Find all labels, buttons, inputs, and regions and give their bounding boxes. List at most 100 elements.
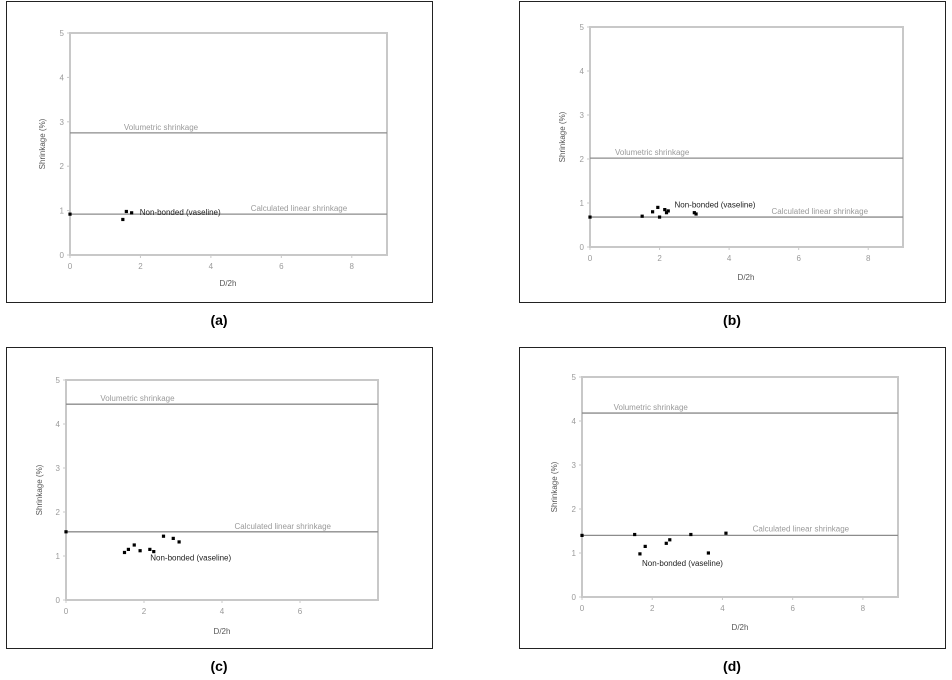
y-axis-title-c: Shrinkage (%) (35, 464, 44, 515)
caption-c: (c) (210, 658, 228, 674)
ref-line-label-a-0: Volumetric shrinkage (124, 123, 199, 132)
y-tick-label-c-1: 1 (56, 552, 61, 561)
data-point-a-1 (121, 217, 125, 222)
data-point-c-5 (148, 547, 152, 551)
y-tick-label-b-2: 2 (580, 155, 585, 164)
x-axis-title-d: D/2h (732, 623, 749, 632)
ref-line-label-c-1: Calculated linear shrinkage (234, 522, 331, 531)
series-label-a-0: Non-bonded (vaseline) (140, 208, 221, 217)
data-point-b-2 (651, 210, 655, 214)
data-point-d-0 (580, 533, 584, 537)
y-tick-label-a-4: 4 (60, 73, 65, 82)
y-axis-title-d: Shrinkage (%) (550, 461, 559, 512)
x-tick-label-a-2: 4 (209, 262, 214, 271)
y-tick-label-b-3: 3 (580, 111, 585, 120)
x-tick-label-a-1: 2 (138, 262, 143, 271)
y-tick-label-a-3: 3 (60, 118, 65, 127)
x-tick-label-a-4: 8 (350, 262, 355, 271)
plot-area-c (65, 379, 379, 601)
data-point-b-3 (656, 205, 660, 209)
x-axis-title-b: D/2h (738, 273, 755, 282)
x-axis-title-c: D/2h (214, 627, 231, 636)
ref-line-label-d-1: Calculated linear shrinkage (753, 524, 850, 533)
ref-line-label-b-0: Volumetric shrinkage (615, 148, 690, 157)
y-tick-label-c-4: 4 (56, 420, 61, 429)
y-tick-label-d-2: 2 (572, 505, 577, 514)
x-tick-label-c-2: 4 (220, 607, 225, 616)
data-point-c-6 (152, 550, 156, 554)
y-tick-label-d-4: 4 (572, 417, 577, 426)
data-point-c-3 (132, 543, 136, 547)
y-tick-label-a-5: 5 (60, 29, 65, 38)
y-axis-title-b: Shrinkage (%) (558, 111, 567, 162)
data-point-a-0 (68, 212, 72, 216)
plot-area-a (69, 32, 388, 256)
data-point-d-5 (668, 538, 672, 542)
x-axis-title-a: D/2h (220, 279, 237, 288)
panel-d-frame (519, 347, 946, 649)
x-tick-label-b-0: 0 (588, 254, 593, 263)
y-tick-label-c-0: 0 (56, 596, 61, 605)
x-tick-label-d-0: 0 (580, 604, 585, 613)
data-point-c-8 (171, 536, 175, 540)
data-point-d-3 (643, 544, 647, 548)
y-axis-title-a: Shrinkage (%) (38, 118, 47, 169)
data-point-b-4 (657, 215, 662, 219)
y-tick-label-a-2: 2 (60, 162, 65, 171)
x-tick-label-d-4: 8 (861, 604, 866, 613)
x-tick-label-b-4: 8 (866, 254, 871, 263)
data-point-d-7 (706, 551, 710, 555)
data-point-a-2 (124, 209, 128, 214)
y-tick-label-b-1: 1 (580, 199, 585, 208)
data-point-d-8 (724, 531, 728, 535)
panel-a-frame (6, 1, 433, 303)
data-point-b-9 (694, 212, 698, 216)
series-label-c-0: Non-bonded (vaseline) (150, 553, 231, 562)
y-tick-label-d-3: 3 (572, 461, 577, 470)
x-tick-label-b-1: 2 (657, 254, 662, 263)
data-point-c-7 (161, 534, 166, 538)
x-tick-label-d-1: 2 (650, 604, 655, 613)
data-point-c-0 (64, 530, 68, 534)
data-point-b-1 (640, 214, 644, 218)
x-tick-label-d-2: 4 (720, 604, 725, 613)
data-point-b-8 (692, 211, 696, 215)
caption-a: (a) (210, 312, 228, 328)
x-tick-label-c-3: 6 (298, 607, 303, 616)
data-point-b-5 (663, 208, 667, 212)
x-tick-label-b-2: 4 (727, 254, 732, 263)
x-tick-label-d-3: 6 (790, 604, 795, 613)
caption-b: (b) (723, 312, 741, 328)
data-point-a-3 (130, 211, 134, 215)
x-tick-label-a-3: 6 (279, 262, 284, 271)
x-tick-label-a-0: 0 (68, 262, 73, 271)
series-label-d-0: Non-bonded (vaseline) (642, 559, 723, 568)
ref-line-label-c-0: Volumetric shrinkage (100, 394, 175, 403)
ref-line-label-b-1: Calculated linear shrinkage (772, 207, 869, 216)
y-tick-label-c-2: 2 (56, 508, 61, 517)
data-point-d-4 (664, 541, 668, 545)
data-point-d-2 (638, 552, 642, 556)
y-tick-label-c-5: 5 (56, 376, 61, 385)
data-point-d-6 (689, 532, 693, 537)
x-tick-label-c-1: 2 (142, 607, 147, 616)
y-tick-label-b-0: 0 (580, 243, 585, 252)
y-tick-label-c-3: 3 (56, 464, 61, 473)
data-point-c-9 (177, 540, 181, 544)
x-tick-label-c-0: 0 (64, 607, 69, 616)
y-tick-label-d-5: 5 (572, 373, 577, 382)
data-point-c-4 (138, 549, 142, 553)
data-point-b-6 (664, 211, 669, 215)
series-label-b-0: Non-bonded (vaseline) (675, 200, 756, 209)
data-point-d-1 (633, 532, 637, 537)
data-point-c-2 (126, 547, 130, 551)
panel-c-frame (6, 347, 433, 649)
data-point-c-1 (122, 550, 127, 555)
x-tick-label-b-3: 6 (796, 254, 801, 263)
y-tick-label-a-1: 1 (60, 207, 65, 216)
plot-area-b (589, 26, 904, 248)
y-tick-label-a-0: 0 (60, 251, 65, 260)
y-tick-label-b-5: 5 (580, 23, 585, 32)
y-tick-label-b-4: 4 (580, 67, 585, 76)
